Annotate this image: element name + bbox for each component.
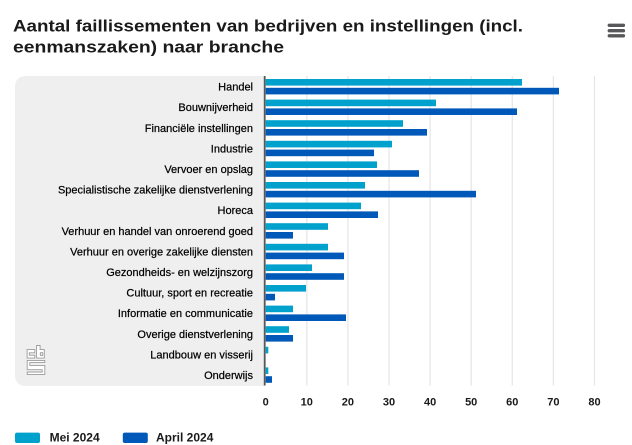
svg-text:Specialistische zakelijke dien: Specialistische zakelijke dienstverlenin… <box>58 185 253 197</box>
svg-text:Vervoer en opslag: Vervoer en opslag <box>164 164 253 176</box>
svg-text:Horeca: Horeca <box>218 205 254 217</box>
svg-text:Verhuur en overige zakelijke d: Verhuur en overige zakelijke diensten <box>70 246 253 258</box>
svg-text:Gezondheids- en welzijnszorg: Gezondheids- en welzijnszorg <box>106 267 253 279</box>
svg-text:Bouwnijverheid: Bouwnijverheid <box>178 102 253 114</box>
svg-text:Overige dienstverlening: Overige dienstverlening <box>137 329 253 341</box>
svg-text:50: 50 <box>465 396 477 408</box>
svg-text:20: 20 <box>342 396 354 408</box>
svg-text:80: 80 <box>588 396 600 408</box>
svg-text:Industrie: Industrie <box>211 143 253 155</box>
svg-text:Onderwijs: Onderwijs <box>204 370 253 382</box>
svg-text:40: 40 <box>424 396 436 408</box>
svg-text:Informatie en communicatie: Informatie en communicatie <box>118 308 253 320</box>
svg-text:Financiële instellingen: Financiële instellingen <box>145 123 253 135</box>
svg-text:30: 30 <box>383 396 395 408</box>
svg-text:eenmanszaken) naar branche: eenmanszaken) naar branche <box>13 38 284 56</box>
svg-text:Verhuur en handel van onroeren: Verhuur en handel van onroerend goed <box>62 226 253 238</box>
svg-text:April 2024: April 2024 <box>156 431 214 445</box>
svg-text:Landbouw en visserij: Landbouw en visserij <box>150 349 253 361</box>
svg-text:Mei 2024: Mei 2024 <box>50 431 100 445</box>
svg-text:Cultuur, sport en recreatie: Cultuur, sport en recreatie <box>126 288 253 300</box>
svg-text:10: 10 <box>301 396 313 408</box>
svg-text:Aantal faillissementen van bed: Aantal faillissementen van bedrijven en … <box>13 17 523 35</box>
svg-text:60: 60 <box>506 396 518 408</box>
svg-text:70: 70 <box>547 396 559 408</box>
svg-text:0: 0 <box>263 396 269 408</box>
svg-text:Handel: Handel <box>218 82 253 94</box>
